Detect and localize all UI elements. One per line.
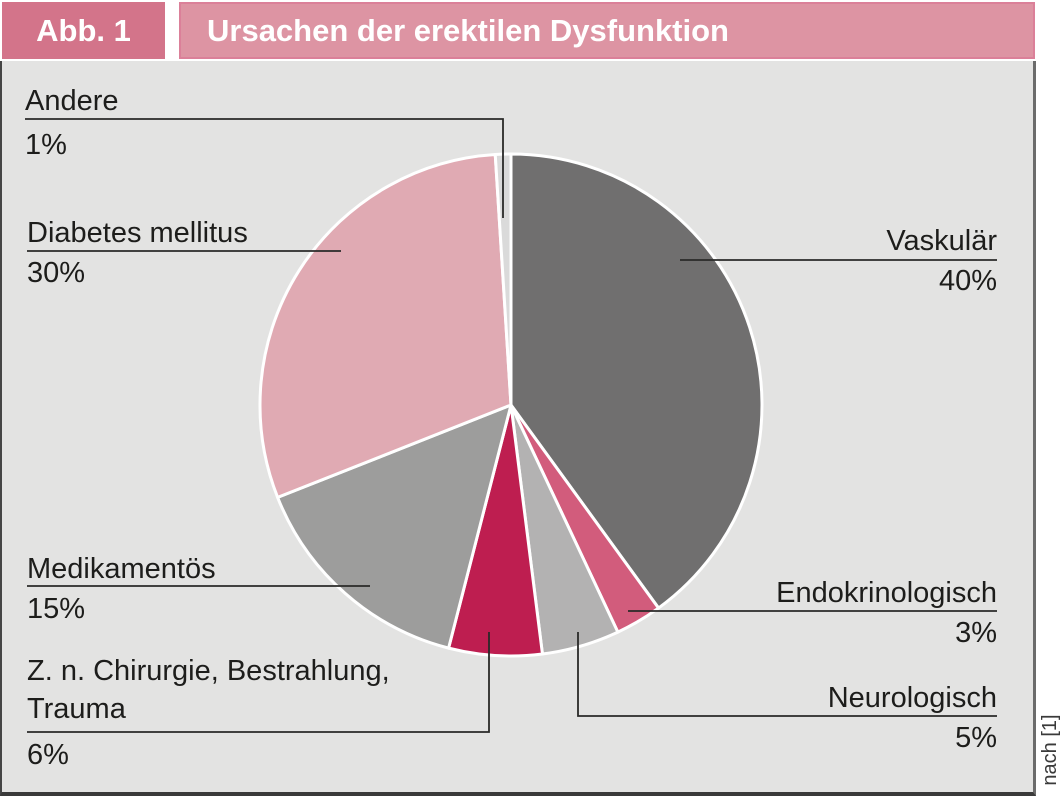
slice-label-neurologisch: Neurologisch <box>828 679 997 717</box>
slice-label-line: Endokrinologisch <box>776 577 997 609</box>
slice-label-diabetes-mellitus: Diabetes mellitus <box>27 214 248 252</box>
slice-pct-medikament-s: 15% <box>27 593 86 625</box>
figure-title-bar: Ursachen der erektilen Dysfunktion <box>179 2 1035 59</box>
figure-title: Ursachen der erektilen Dysfunktion <box>207 12 729 48</box>
slice-label-andere: Andere <box>25 82 119 120</box>
slice-label-vaskul-r: Vaskulär <box>886 222 997 260</box>
slice-label-line: Vaskulär <box>886 225 997 257</box>
slice-label-line: Andere <box>25 85 119 117</box>
slice-pct-vaskul-r: 40% <box>938 265 997 297</box>
figure-number-badge: Abb. 1 <box>2 2 165 59</box>
slice-label-line: Neurologisch <box>827 682 997 714</box>
slice-pct-z-n-chirurgie-bestrahlung-trauma: 6% <box>27 739 69 771</box>
slice-label-line: Z. n. Chirurgie, Bestrahlung, <box>27 655 390 687</box>
slice-pct-neurologisch: 5% <box>955 722 997 754</box>
slice-pct-endokrinologisch: 3% <box>955 617 997 649</box>
slice-pct-diabetes-mellitus: 30% <box>27 257 86 289</box>
slice-label-z-n-chirurgie-bestrahlung-trauma: Z. n. Chirurgie, Bestrahlung, Trauma <box>27 652 390 728</box>
slice-label-medikament-s: Medikamentös <box>27 550 216 588</box>
figure-number-label: Abb. 1 <box>36 12 131 48</box>
slice-label-line: Diabetes mellitus <box>27 217 248 249</box>
slice-pct-andere: 1% <box>25 129 67 161</box>
source-note: nach [1] <box>1039 714 1061 786</box>
slice-label-line: Medikamentös <box>27 553 216 585</box>
slice-label-endokrinologisch: Endokrinologisch <box>776 574 997 612</box>
slice-label-line: Trauma <box>27 693 126 725</box>
